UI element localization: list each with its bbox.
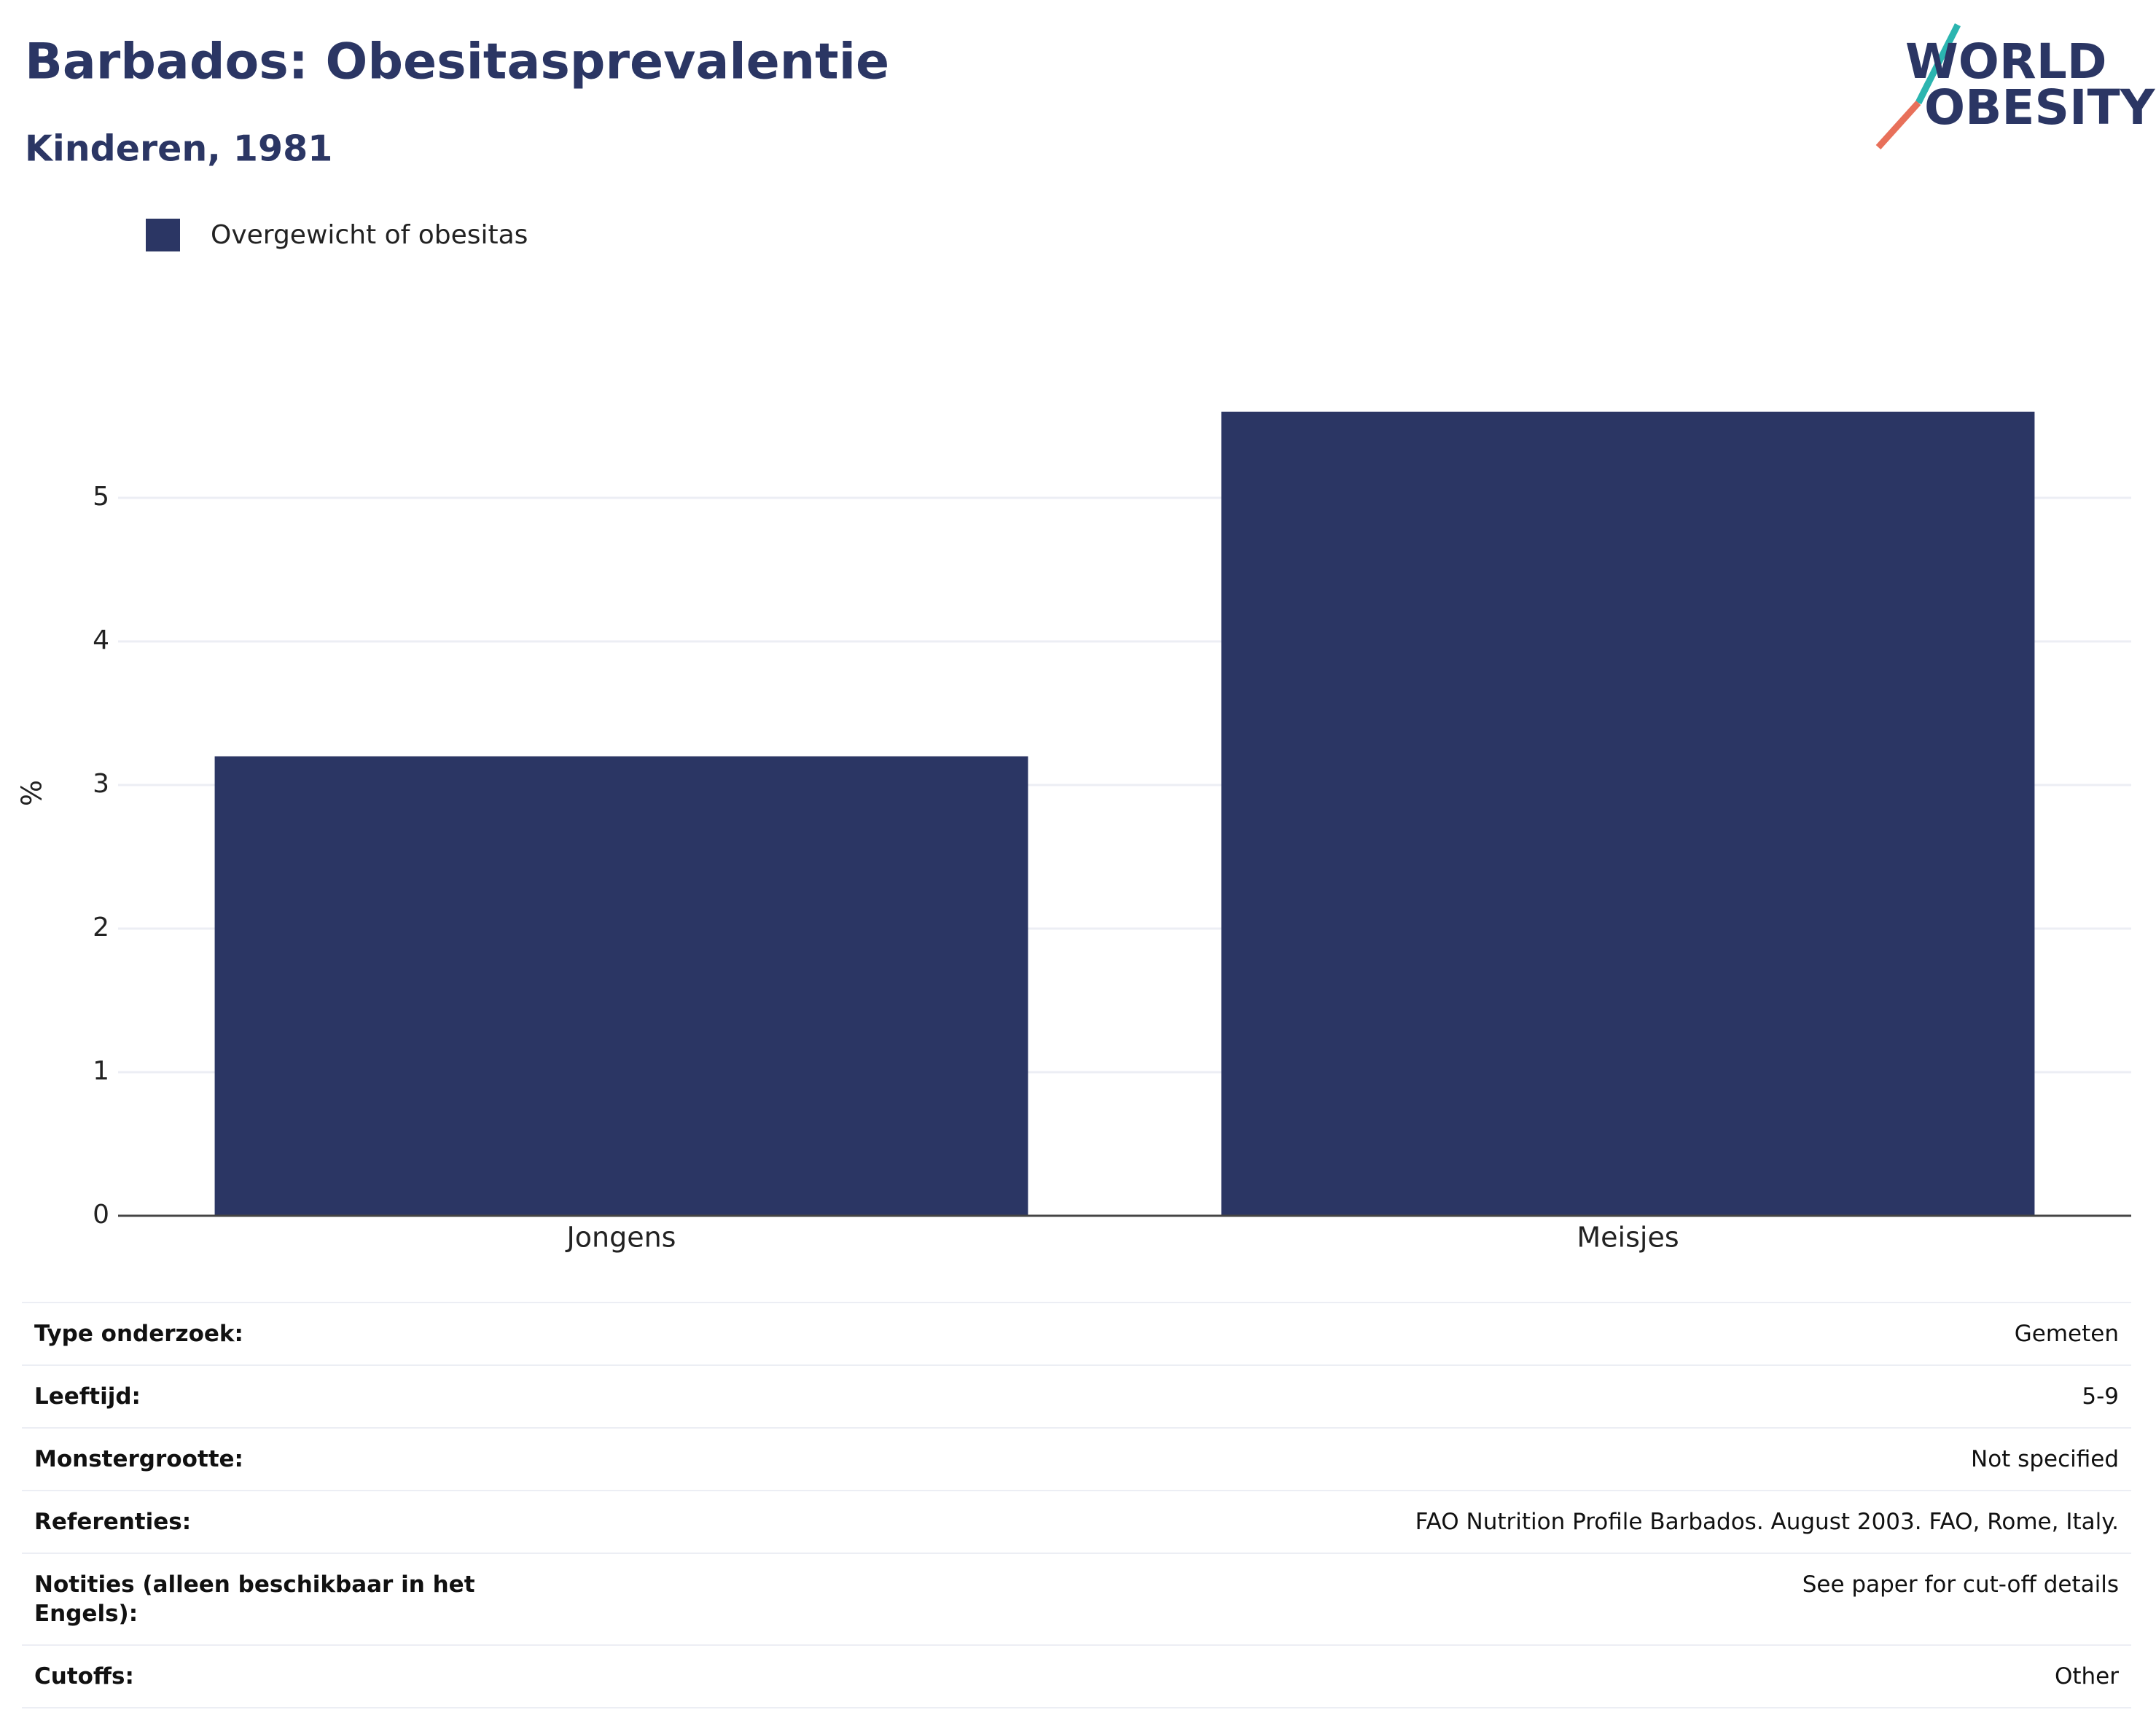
y-tick-label: 0 xyxy=(93,1200,109,1230)
chart: Barbados: Obesitasprevalentie Kinderen, … xyxy=(16,23,2156,1254)
info-label: Referenties: xyxy=(34,1509,192,1535)
info-label: Type onderzoek: xyxy=(34,1321,243,1347)
chart-subtitle: Kinderen, 1981 xyxy=(25,128,332,170)
info-row: Type onderzoek: Gemeten xyxy=(22,1303,2131,1366)
info-value: Other xyxy=(2054,1663,2119,1690)
info-row: Cutoffs: Other xyxy=(22,1646,2131,1708)
info-row: Monstergrootte: Not specified xyxy=(22,1429,2131,1491)
y-tick-label: 1 xyxy=(93,1056,109,1086)
legend-label: Overgewicht of obesitas xyxy=(211,220,528,250)
info-value: FAO Nutrition Profile Barbados. August 2… xyxy=(1415,1509,2119,1535)
y-tick-label: 3 xyxy=(93,769,109,799)
logo-slash-coral xyxy=(1875,100,1921,150)
info-label: Monstergrootte: xyxy=(34,1446,243,1472)
info-table: Type onderzoek: Gemeten Leeftijd: 5-9 Monste… xyxy=(22,1302,2131,1708)
info-label: Cutoffs: xyxy=(34,1663,134,1690)
y-tick-label: 5 xyxy=(93,482,109,512)
logo-line1: WORLD xyxy=(1905,34,2107,90)
logo-line2: OBESITY xyxy=(1924,79,2156,136)
y-tick-label: 2 xyxy=(93,913,109,942)
chart-title: Barbados: Obesitasprevalentie xyxy=(25,34,889,91)
legend-swatch xyxy=(146,219,180,251)
info-label: Leeftijd: xyxy=(34,1383,141,1410)
info-value: 5-9 xyxy=(2082,1383,2119,1410)
info-value: Gemeten xyxy=(2014,1321,2119,1347)
logo-slash-teal2 xyxy=(1915,80,1932,105)
info-row: Referenties: FAO Nutrition Profile Barbad… xyxy=(22,1491,2131,1554)
info-row: Notities (alleen beschikbaar in het Enge… xyxy=(22,1554,2131,1646)
x-tick-label: Meisjes xyxy=(1577,1222,1679,1254)
x-tick-label: Jongens xyxy=(566,1222,676,1254)
info-value: See paper for cut-off details xyxy=(1802,1571,2119,1598)
info-value: Not specified xyxy=(1971,1446,2119,1472)
bar xyxy=(1221,411,2035,1216)
info-row: Leeftijd: 5-9 xyxy=(22,1366,2131,1429)
info-label: Notities (alleen beschikbaar in het Enge… xyxy=(34,1571,475,1627)
y-axis-title: % xyxy=(16,780,48,806)
bar xyxy=(214,756,1028,1216)
y-tick-label: 4 xyxy=(93,625,109,655)
